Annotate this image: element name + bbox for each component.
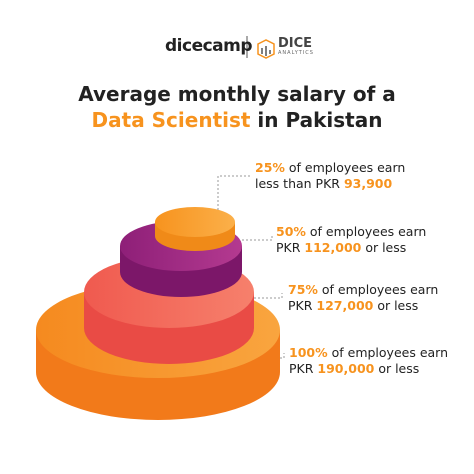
amount: 190,000 — [317, 361, 375, 376]
percent: 100% — [289, 345, 328, 360]
title-line: Data Scientist in Pakistan — [0, 108, 474, 132]
leader-line — [217, 175, 252, 210]
percent: 75% — [288, 282, 318, 297]
dice-name: DICE — [278, 36, 313, 51]
label-text: of employees earn — [321, 282, 439, 297]
label-suffix: or less — [377, 298, 419, 313]
label-prefix: PKR — [289, 361, 314, 376]
leader-line — [242, 235, 273, 241]
title-rest: in Pakistan — [257, 108, 383, 132]
title-highlight: Data Scientist — [91, 108, 251, 132]
label-text: of employees earn — [288, 160, 406, 175]
amount: 93,900 — [343, 176, 393, 191]
label-line: less than PKR 93,900 — [255, 176, 405, 192]
dice-logo-icon — [257, 39, 275, 59]
tier-label: 100% of employees earn PKR 190,000 or les… — [289, 345, 448, 377]
tier-label: 50% of employees earn PKR 112,000 or less — [276, 224, 426, 256]
percent: 50% — [276, 224, 306, 239]
brand-dice: DICE ANALYTICS — [278, 36, 314, 56]
percent: 25% — [255, 160, 285, 175]
label-prefix: PKR — [288, 298, 313, 313]
label-suffix: or less — [365, 240, 407, 255]
label-suffix: or less — [378, 361, 420, 376]
label-line: 50% of employees earn — [276, 224, 426, 240]
tier-label: 75% of employees earn PKR 127,000 or less — [288, 282, 438, 314]
label-line: 100% of employees earn — [289, 345, 448, 361]
brand-dicecamp: dicecamp — [165, 36, 253, 56]
label-line: PKR 112,000 or less — [276, 240, 426, 256]
leader-line — [254, 293, 283, 299]
label-text: of employees earn — [309, 224, 427, 239]
label-line: PKR 190,000 or less — [289, 361, 448, 377]
dice-tagline: ANALYTICS — [278, 50, 314, 56]
label-line: 75% of employees earn — [288, 282, 438, 298]
title-line: Average monthly salary of a — [78, 82, 396, 106]
tier-label: 25% of employees earn less than PKR 93,90… — [255, 160, 405, 192]
label-line: 25% of employees earn — [255, 160, 405, 176]
label-text: of employees earn — [331, 345, 449, 360]
tier-top — [155, 207, 235, 237]
label-line: PKR 127,000 or less — [288, 298, 438, 314]
label-prefix: less than PKR — [255, 176, 340, 191]
label-prefix: PKR — [276, 240, 301, 255]
amount: 112,000 — [304, 240, 362, 255]
amount: 127,000 — [316, 298, 374, 313]
leader-line — [280, 353, 285, 359]
